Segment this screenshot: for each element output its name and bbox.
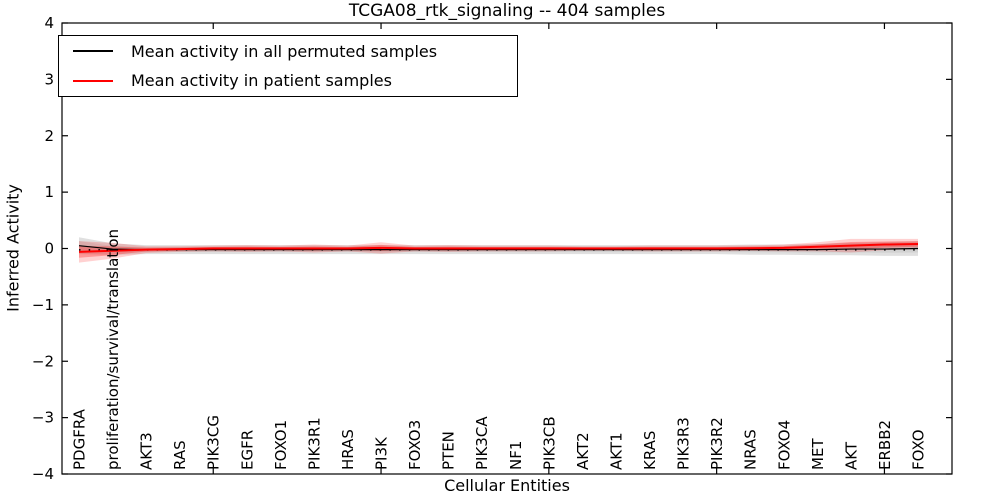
x-tick-label: MET (809, 438, 827, 470)
mean-line-patient (78, 242, 919, 253)
x-tick-label: PDGFRA (71, 408, 89, 470)
x-tick-label: PTEN (440, 431, 458, 470)
legend-entry-patient: Mean activity in patient samples (59, 66, 517, 95)
x-tick-label: FOXO3 (406, 420, 424, 470)
x-axis-label: Cellular Entities (444, 476, 570, 495)
legend-line-sample-patient (73, 79, 113, 82)
x-tick-label: KRAS (641, 431, 659, 470)
x-tick-label: NRAS (742, 429, 760, 470)
y-tick-label: 4 (44, 14, 54, 32)
std-band-patient (79, 238, 918, 263)
x-tick-label: AKT2 (574, 432, 592, 470)
x-tick-label: AKT1 (607, 432, 625, 470)
legend-label-patient: Mean activity in patient samples (131, 71, 392, 91)
x-tick-label: PIK3CA (473, 416, 491, 470)
x-tick-label: proliferation/survival/translation (104, 229, 122, 470)
x-tick-label: PIK3CG (205, 415, 223, 470)
legend: Mean activity in all permuted samples Me… (58, 35, 518, 97)
y-tick-label: −1 (32, 296, 54, 314)
x-tick-label: RAS (171, 440, 189, 470)
y-tick-label: 0 (44, 240, 54, 258)
x-tick-label: FOXO4 (775, 420, 793, 470)
y-tick-label: 2 (44, 127, 54, 145)
legend-entry-permuted: Mean activity in all permuted samples (59, 37, 517, 66)
x-tick-label: ERBB2 (876, 420, 894, 470)
y-tick-label: −4 (32, 465, 54, 483)
std-band-permuted (79, 237, 918, 256)
x-tick-label: PIK3CB (540, 416, 558, 470)
x-tick-label: NF1 (507, 441, 525, 470)
x-tick-label: FOXO (910, 429, 928, 470)
x-tick-label: PIK3R1 (305, 417, 323, 470)
x-tick-label: PIK3R2 (708, 417, 726, 470)
x-tick-label: HRAS (339, 429, 357, 470)
x-tick-label: FOXO1 (272, 420, 290, 470)
legend-line-sample-permuted (73, 50, 113, 53)
y-tick-label: −3 (32, 409, 54, 427)
y-tick-label: 1 (44, 183, 54, 201)
chart-title: TCGA08_rtk_signaling -- 404 samples (348, 1, 666, 21)
x-tick-label: PIK3R3 (675, 417, 693, 470)
y-tick-label: 3 (44, 70, 54, 88)
x-tick-label: AKT3 (138, 432, 156, 470)
x-tick-label: EGFR (238, 430, 256, 470)
legend-label-permuted: Mean activity in all permuted samples (131, 41, 438, 61)
y-axis-label: Inferred Activity (3, 184, 23, 312)
y-tick-label: −2 (32, 352, 54, 370)
x-tick-label: PI3K (373, 436, 391, 470)
mean-line-permuted (78, 245, 919, 251)
x-tick-label: AKT (842, 441, 860, 470)
